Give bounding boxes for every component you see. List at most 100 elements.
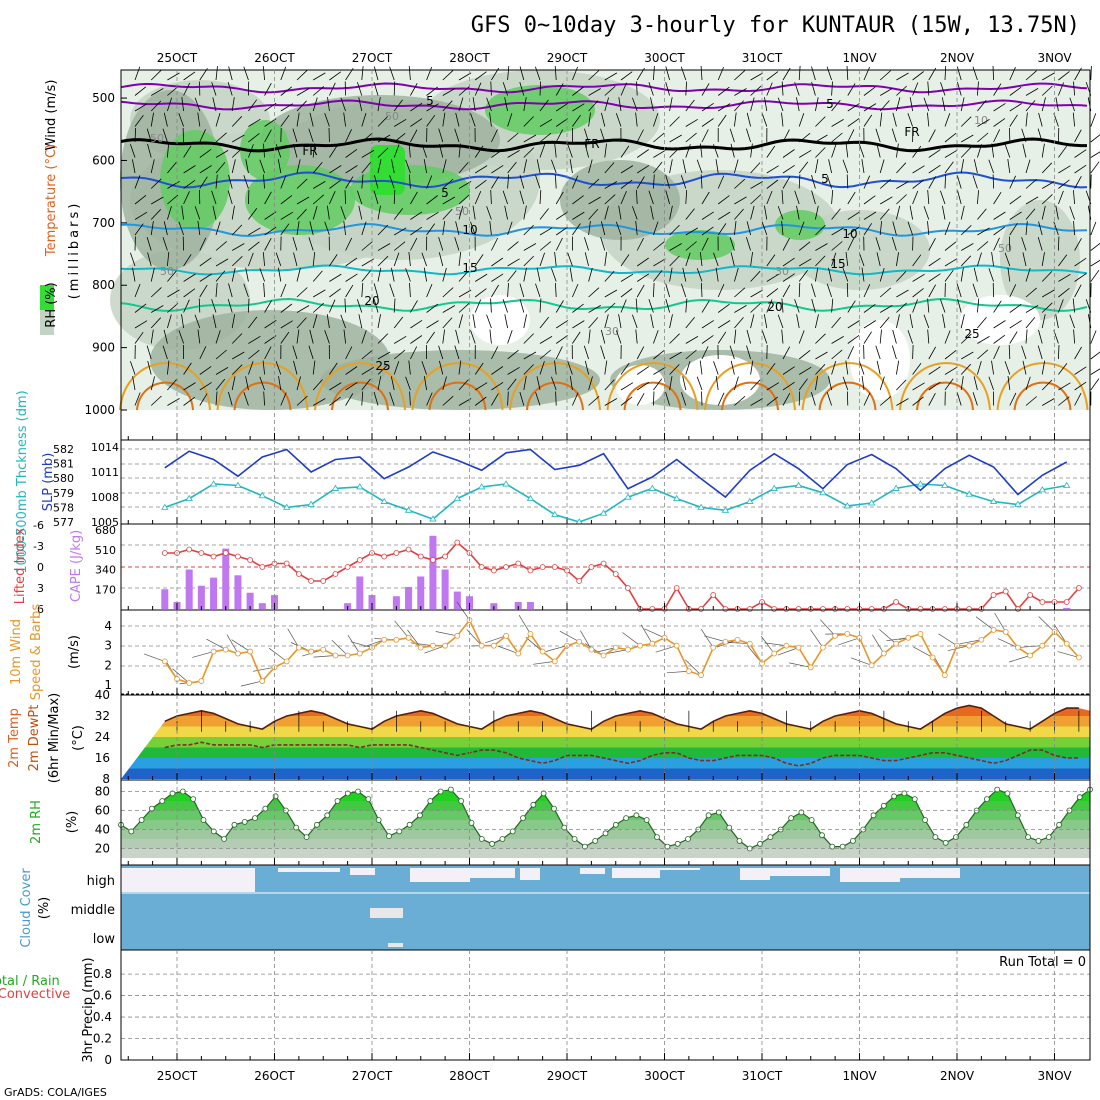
cape-tick-label: 680 [95,524,116,537]
wind-barb [551,268,557,282]
wind-barb [828,376,832,391]
wind-barb [199,346,207,360]
lifted-index-point [332,571,339,577]
wind-barb [927,221,930,236]
wind-barb [973,376,978,391]
lifted-index-point [771,606,778,612]
wind-barb [923,97,930,112]
wind-barb [199,129,206,143]
wind10-speed-point [381,636,388,643]
wind-barb [507,161,517,174]
upper-ytick-label: 900 [92,341,115,355]
wind-barb [669,333,680,344]
bottom-date-31OCT: 31OCT [742,1069,783,1083]
wind-barb [892,329,897,344]
wind-barb [831,189,834,205]
wind-barb [620,362,630,375]
wind-barb [826,175,832,189]
rh2m-point [520,815,526,821]
wind-barb [248,144,254,158]
wind10-speed-point [308,648,314,655]
wind-barb [928,129,936,143]
upper-axis-labels: (millibars) Wind (m/s) Temperature (°C) … [44,80,82,328]
wind-barb [879,178,891,189]
wind-barb [567,361,573,375]
cape-tick-label: 340 [95,564,116,577]
wind-barb [199,393,208,406]
rh2m-point [252,815,258,821]
temp2m-tick-label: 32 [95,709,110,723]
lifted-index-point [710,592,717,598]
wind-barb [1009,67,1016,81]
wind-barb [977,119,990,127]
wind-barb [927,189,930,205]
wind-barb [796,97,800,112]
wind-barb [474,82,482,96]
wind-barb [472,97,476,112]
wind-barb [162,237,168,251]
wind-barb [280,175,287,189]
rh-contour-label: 30 [775,265,789,278]
wind-barb [215,162,226,174]
wind-barb [696,268,703,282]
wind-barb [474,382,488,391]
wind-barb [1073,190,1075,205]
wind-barb [405,376,411,391]
wind-barb [588,178,600,189]
wind10-speed-point [612,644,619,651]
wind10-barb [685,659,702,676]
wind-barb [912,344,914,360]
wind-barb [815,134,828,143]
wind-barb [766,362,776,375]
wind-barb [993,334,1006,344]
wind-barb [1074,366,1087,375]
wind-barb [329,299,336,313]
wind-barb [572,223,581,236]
wind-barb [977,317,987,329]
cape-ylabel: CAPE (J/kg) [69,530,84,602]
wind-barb [1090,113,1097,127]
wind-barb [292,345,298,360]
wind-barb [539,227,553,236]
wind-barb [604,85,616,96]
wind-barb [490,298,492,313]
wind-barb [615,330,622,344]
wind-barb [312,86,325,96]
wind-barb [554,360,557,375]
rh-band [121,848,1090,858]
wind-barb [734,221,737,236]
contour-temp-10 [120,222,1088,237]
wind10-tick-label: 3 [104,639,112,653]
thickness-point [794,481,803,488]
wind-barb [993,237,1000,251]
wind-barb [960,314,965,329]
wind10-speed-point [490,642,497,649]
wind-barb [215,282,218,298]
wind-barb [777,314,784,329]
wind-barb [907,330,913,344]
wind-barb [458,252,462,267]
top-date-29OCT: 29OCT [547,51,588,65]
wind-barb [150,305,164,313]
wind-barb [798,258,812,267]
wind-barb [879,196,893,205]
precip-tick-label: 0.6 [93,989,112,1003]
wind10-speed-point [637,642,644,649]
wind-barb [539,361,545,375]
wind-barb [815,205,819,220]
temp-band [121,768,1090,779]
lifted-index-point [917,606,924,612]
wind-barb [134,303,147,313]
wind-barb [345,129,352,143]
slp-tick-label: 1011 [91,466,119,479]
wind10-barb [938,633,958,646]
wind-barb [669,314,673,329]
wind10-speed-point [685,668,692,675]
wind-barb [1074,284,1082,298]
wind10-barb [252,666,275,672]
wind10-barb [820,619,836,637]
thickness-point [282,503,291,510]
wind-barb [167,181,180,189]
wind-barb [197,112,201,127]
wind-barb [798,161,809,174]
